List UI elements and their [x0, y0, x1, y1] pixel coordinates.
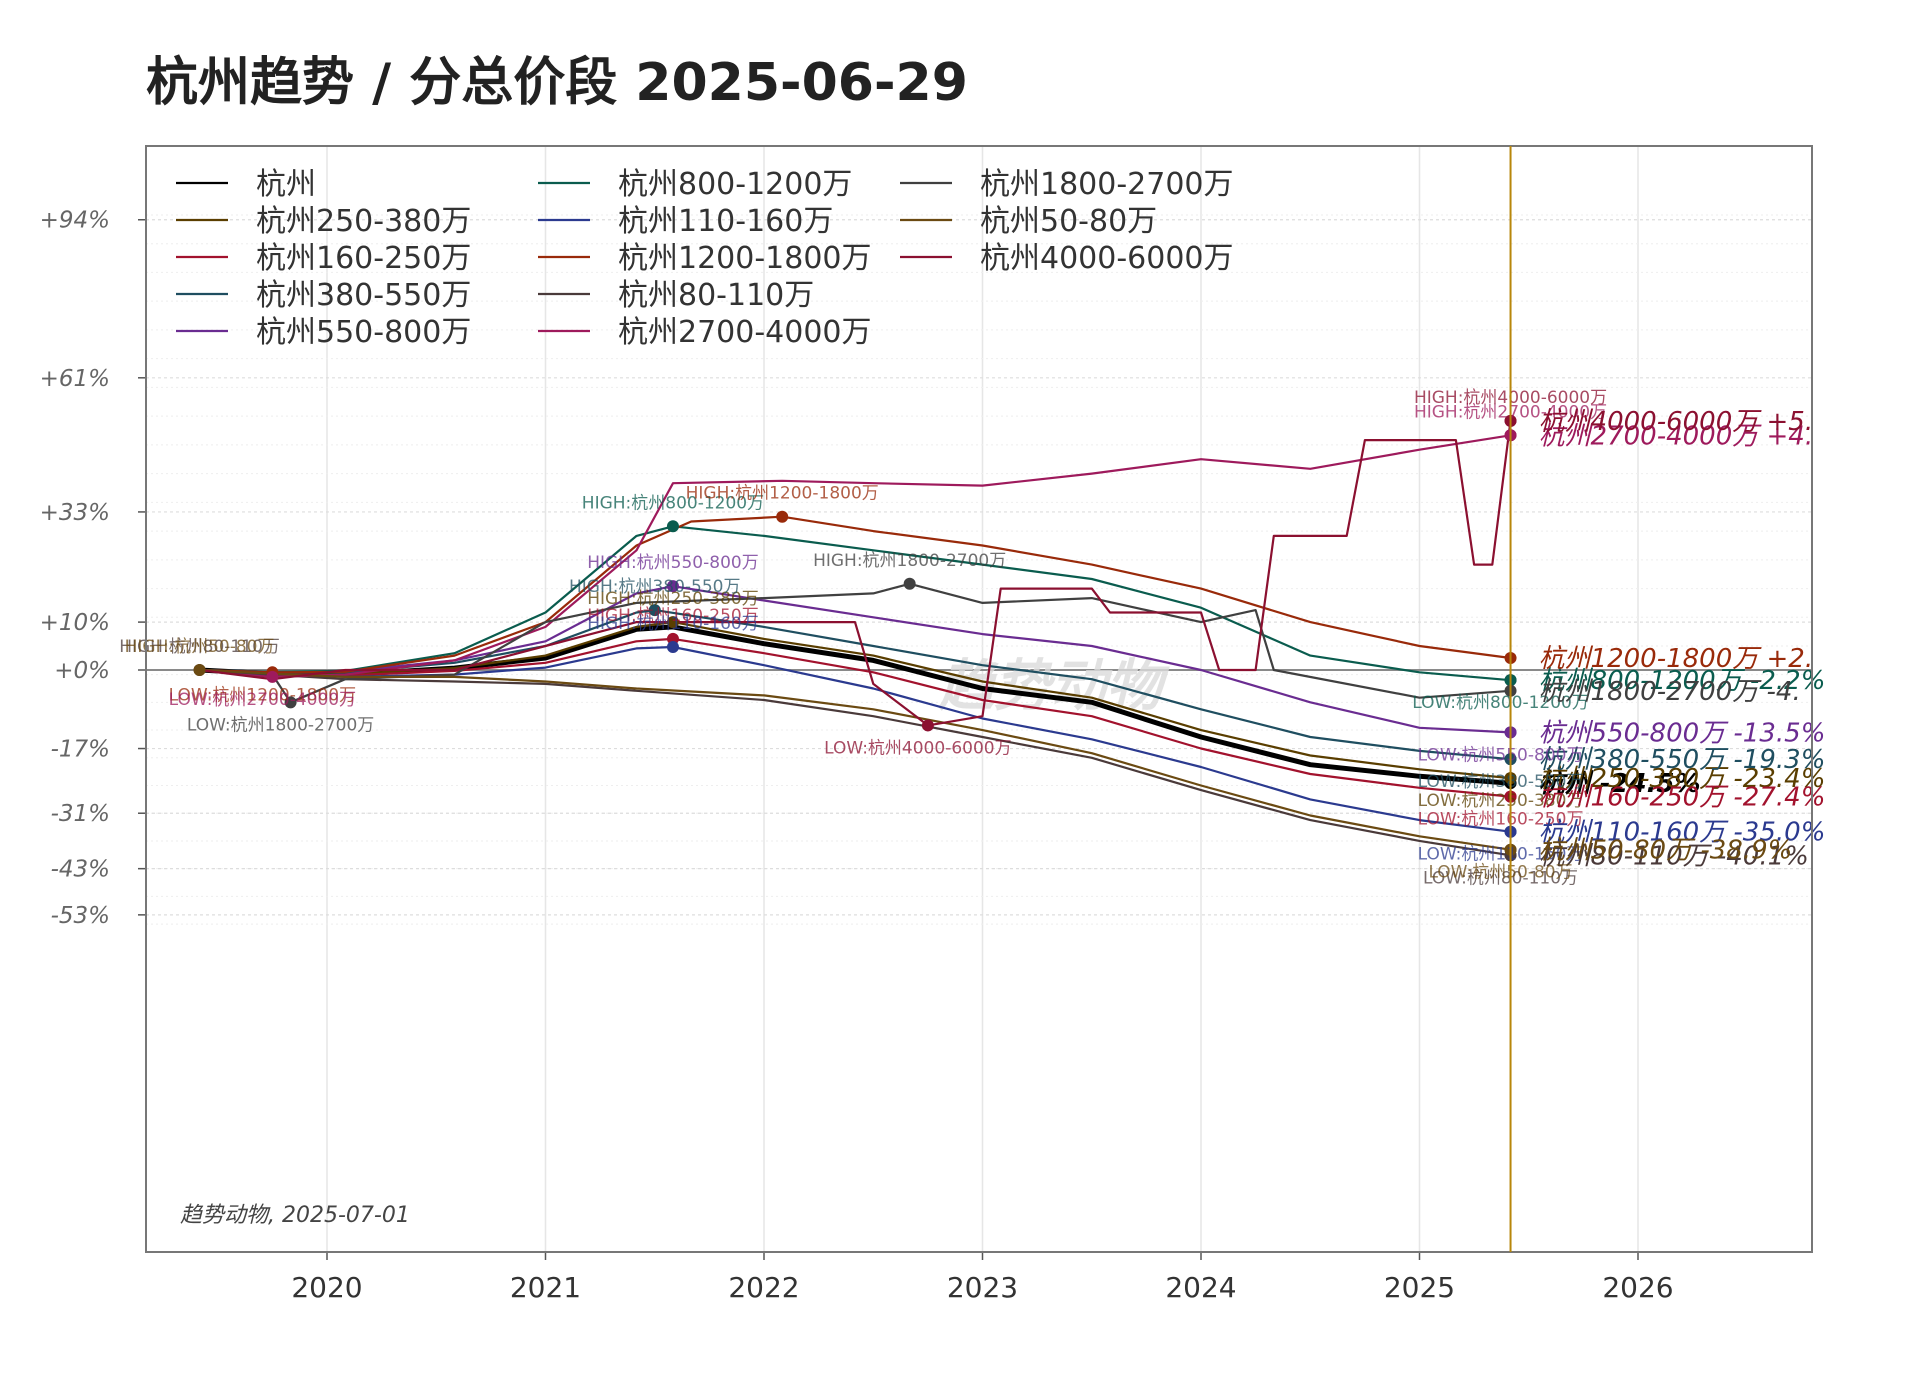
- x-tick-label: 2024: [1165, 1271, 1236, 1304]
- series-line-total: [199, 624, 1511, 786]
- high-point-50-80: [193, 664, 206, 676]
- legend-label-550-800: 杭州550-800万: [256, 315, 471, 350]
- legend-label-800-1200: 杭州800-1200万: [618, 167, 852, 202]
- y-tick-label: +0%: [54, 658, 110, 684]
- y-tick-label: -31%: [51, 801, 110, 827]
- end-label-800-1200: 杭州800-1200万 -2.2%: [1539, 666, 1826, 696]
- legend-label-1200-1800: 杭州1200-1800万: [618, 241, 872, 276]
- x-tick-label: 2022: [728, 1271, 799, 1304]
- end-label-1200-1800: 杭州1200-1800万 +2.: [1539, 644, 1814, 674]
- end-label-1800-2700: 杭州1800-2700万 -4.: [1539, 677, 1801, 707]
- legend-label-2700-4000: 杭州2700-4000万: [618, 315, 872, 350]
- y-tick-label: +33%: [40, 500, 110, 526]
- low-label-1800-2700: LOW:杭州1800-2700万: [187, 715, 374, 735]
- label-layer: 杭州 -24.5%杭州250-380万 -23.4% HIGH:杭州250-380…: [119, 388, 1825, 888]
- legend-label-80-110: 杭州80-110万: [618, 278, 814, 313]
- caption: 趋势动物, 2025-07-01: [180, 1203, 410, 1228]
- high-point-1200-1800: [776, 510, 789, 523]
- high-point-110-160: [666, 641, 679, 654]
- legend-layer: 杭州杭州250-380万杭州160-250万杭州380-550万杭州550-80…: [176, 167, 1234, 350]
- end-label-50-80: 杭州50-80万 -38.9%: [1539, 836, 1793, 866]
- low-label-250-380: LOW:杭州250-380万: [1418, 791, 1584, 811]
- legend-label-50-80: 杭州50-80万: [980, 204, 1157, 239]
- y-tick-label: +94%: [40, 208, 110, 234]
- end-label-160-250: 杭州160-250万 -27.4%: [1539, 783, 1826, 813]
- series-line-4000-6000: [199, 420, 1512, 727]
- high-label-80-110: HIGH:杭州80-110万: [119, 637, 280, 657]
- low-label-800-1200: LOW:杭州800-1200万: [1412, 693, 1589, 713]
- high-point-1800-2700: [903, 577, 916, 590]
- high-label-160-250: HIGH:杭州160-250万: [587, 606, 759, 626]
- low-label-110-160: LOW:杭州110-160万: [1418, 845, 1584, 865]
- low-label-4000-6000: LOW:杭州4000-6000万: [824, 738, 1011, 758]
- low-point-2700-4000: [266, 670, 279, 683]
- x-tick-label: 2026: [1602, 1271, 1673, 1304]
- x-tick-label: 2025: [1384, 1271, 1455, 1304]
- high-point-380-550: [648, 604, 661, 617]
- series-layer: [199, 420, 1512, 857]
- end-label-2700-4000: 杭州2700-4000万 +4.: [1539, 421, 1814, 451]
- legend-label-380-550: 杭州380-550万: [256, 278, 471, 313]
- marker-layer: [193, 414, 1517, 862]
- axis-layer: 2020 2021 2022 2023 2024 2025 2026 +94% +61% +33%…: [40, 145, 1813, 1304]
- high-label-50-80: HIGH:杭州50-80万: [125, 637, 275, 657]
- end-label-4000-6000: 杭州4000-6000万 +5.: [1539, 407, 1814, 437]
- high-label-550-800: HIGH:杭州550-800万: [587, 553, 759, 573]
- series-line-50-80: [199, 668, 1511, 851]
- high-point-250-380: [666, 616, 679, 629]
- end-label-110-160: 杭州110-160万 -35.0%: [1539, 818, 1826, 848]
- legend-label-110-160: 杭州110-160万: [618, 204, 833, 239]
- chart-title: 杭州趋势 / 分总价段 2025-06-29: [146, 53, 968, 113]
- legend-label-160-250: 杭州160-250万: [256, 241, 471, 276]
- end-label-80-110: 杭州80-110万 -40.1%: [1539, 841, 1809, 871]
- plot-border: [145, 145, 1813, 1253]
- low-label-50-80: LOW:杭州50-80万: [1428, 863, 1572, 883]
- low-label-2700-4000: LOW:杭州2700-4000万: [169, 690, 356, 710]
- y-tick-label: -17%: [51, 737, 110, 763]
- low-label-1200-1800: LOW:杭州1200-1800万: [169, 685, 356, 705]
- y-tick-label: +10%: [40, 610, 110, 636]
- low-label-80-110: LOW:杭州80-110万: [1423, 868, 1578, 888]
- high-point-550-800: [666, 580, 679, 593]
- high-label-1800-2700: HIGH:杭州1800-2700万: [813, 551, 1006, 571]
- series-line-160-250: [199, 637, 1511, 798]
- y-tick-label: +61%: [40, 366, 110, 392]
- x-tick-label: 2023: [947, 1271, 1018, 1304]
- low-point-1800-2700: [284, 696, 297, 709]
- series-line-550-800: [199, 585, 1511, 734]
- end-label-380-550: 杭州380-550万 -19.3%: [1539, 745, 1826, 775]
- high-label-250-380: HIGH:杭州250-380万: [587, 589, 759, 609]
- high-label-380-550: HIGH:杭州380-550万: [569, 577, 741, 597]
- legend-label-4000-6000: 杭州4000-6000万: [980, 241, 1234, 276]
- high-label-1200-1800: HIGH:杭州1200-1800万: [686, 484, 879, 504]
- low-label-160-250: LOW:杭州160-250万: [1418, 810, 1584, 830]
- end-label-total: 杭州 -24.5%: [1539, 769, 1701, 799]
- series-line-250-380: [199, 621, 1511, 780]
- end-label-550-800: 杭州550-800万 -13.5%: [1539, 718, 1826, 748]
- high-point-800-1200: [666, 520, 679, 533]
- y-tick-label: -53%: [51, 903, 110, 929]
- y-tick-label: -43%: [51, 857, 110, 883]
- high-label-800-1200: HIGH:杭州800-1200万: [582, 493, 764, 513]
- low-point-4000-6000: [921, 719, 934, 732]
- x-tick-label: 2021: [510, 1271, 581, 1304]
- legend-label-total: 杭州: [256, 167, 316, 202]
- series-line-800-1200: [199, 525, 1511, 682]
- x-tick-label: 2020: [291, 1271, 362, 1304]
- low-label-550-800: LOW:杭州550-800万: [1418, 745, 1584, 765]
- high-label-110-160: HIGH:杭州110-160万: [587, 614, 759, 634]
- low-label-380-550: LOW:杭州380-550万: [1418, 772, 1584, 792]
- series-line-80-110: [199, 668, 1511, 857]
- legend-label-250-380: 杭州250-380万: [256, 204, 471, 239]
- end-label-250-380: 杭州250-380万 -23.4%: [1539, 764, 1826, 794]
- legend-label-1800-2700: 杭州1800-2700万: [980, 167, 1234, 202]
